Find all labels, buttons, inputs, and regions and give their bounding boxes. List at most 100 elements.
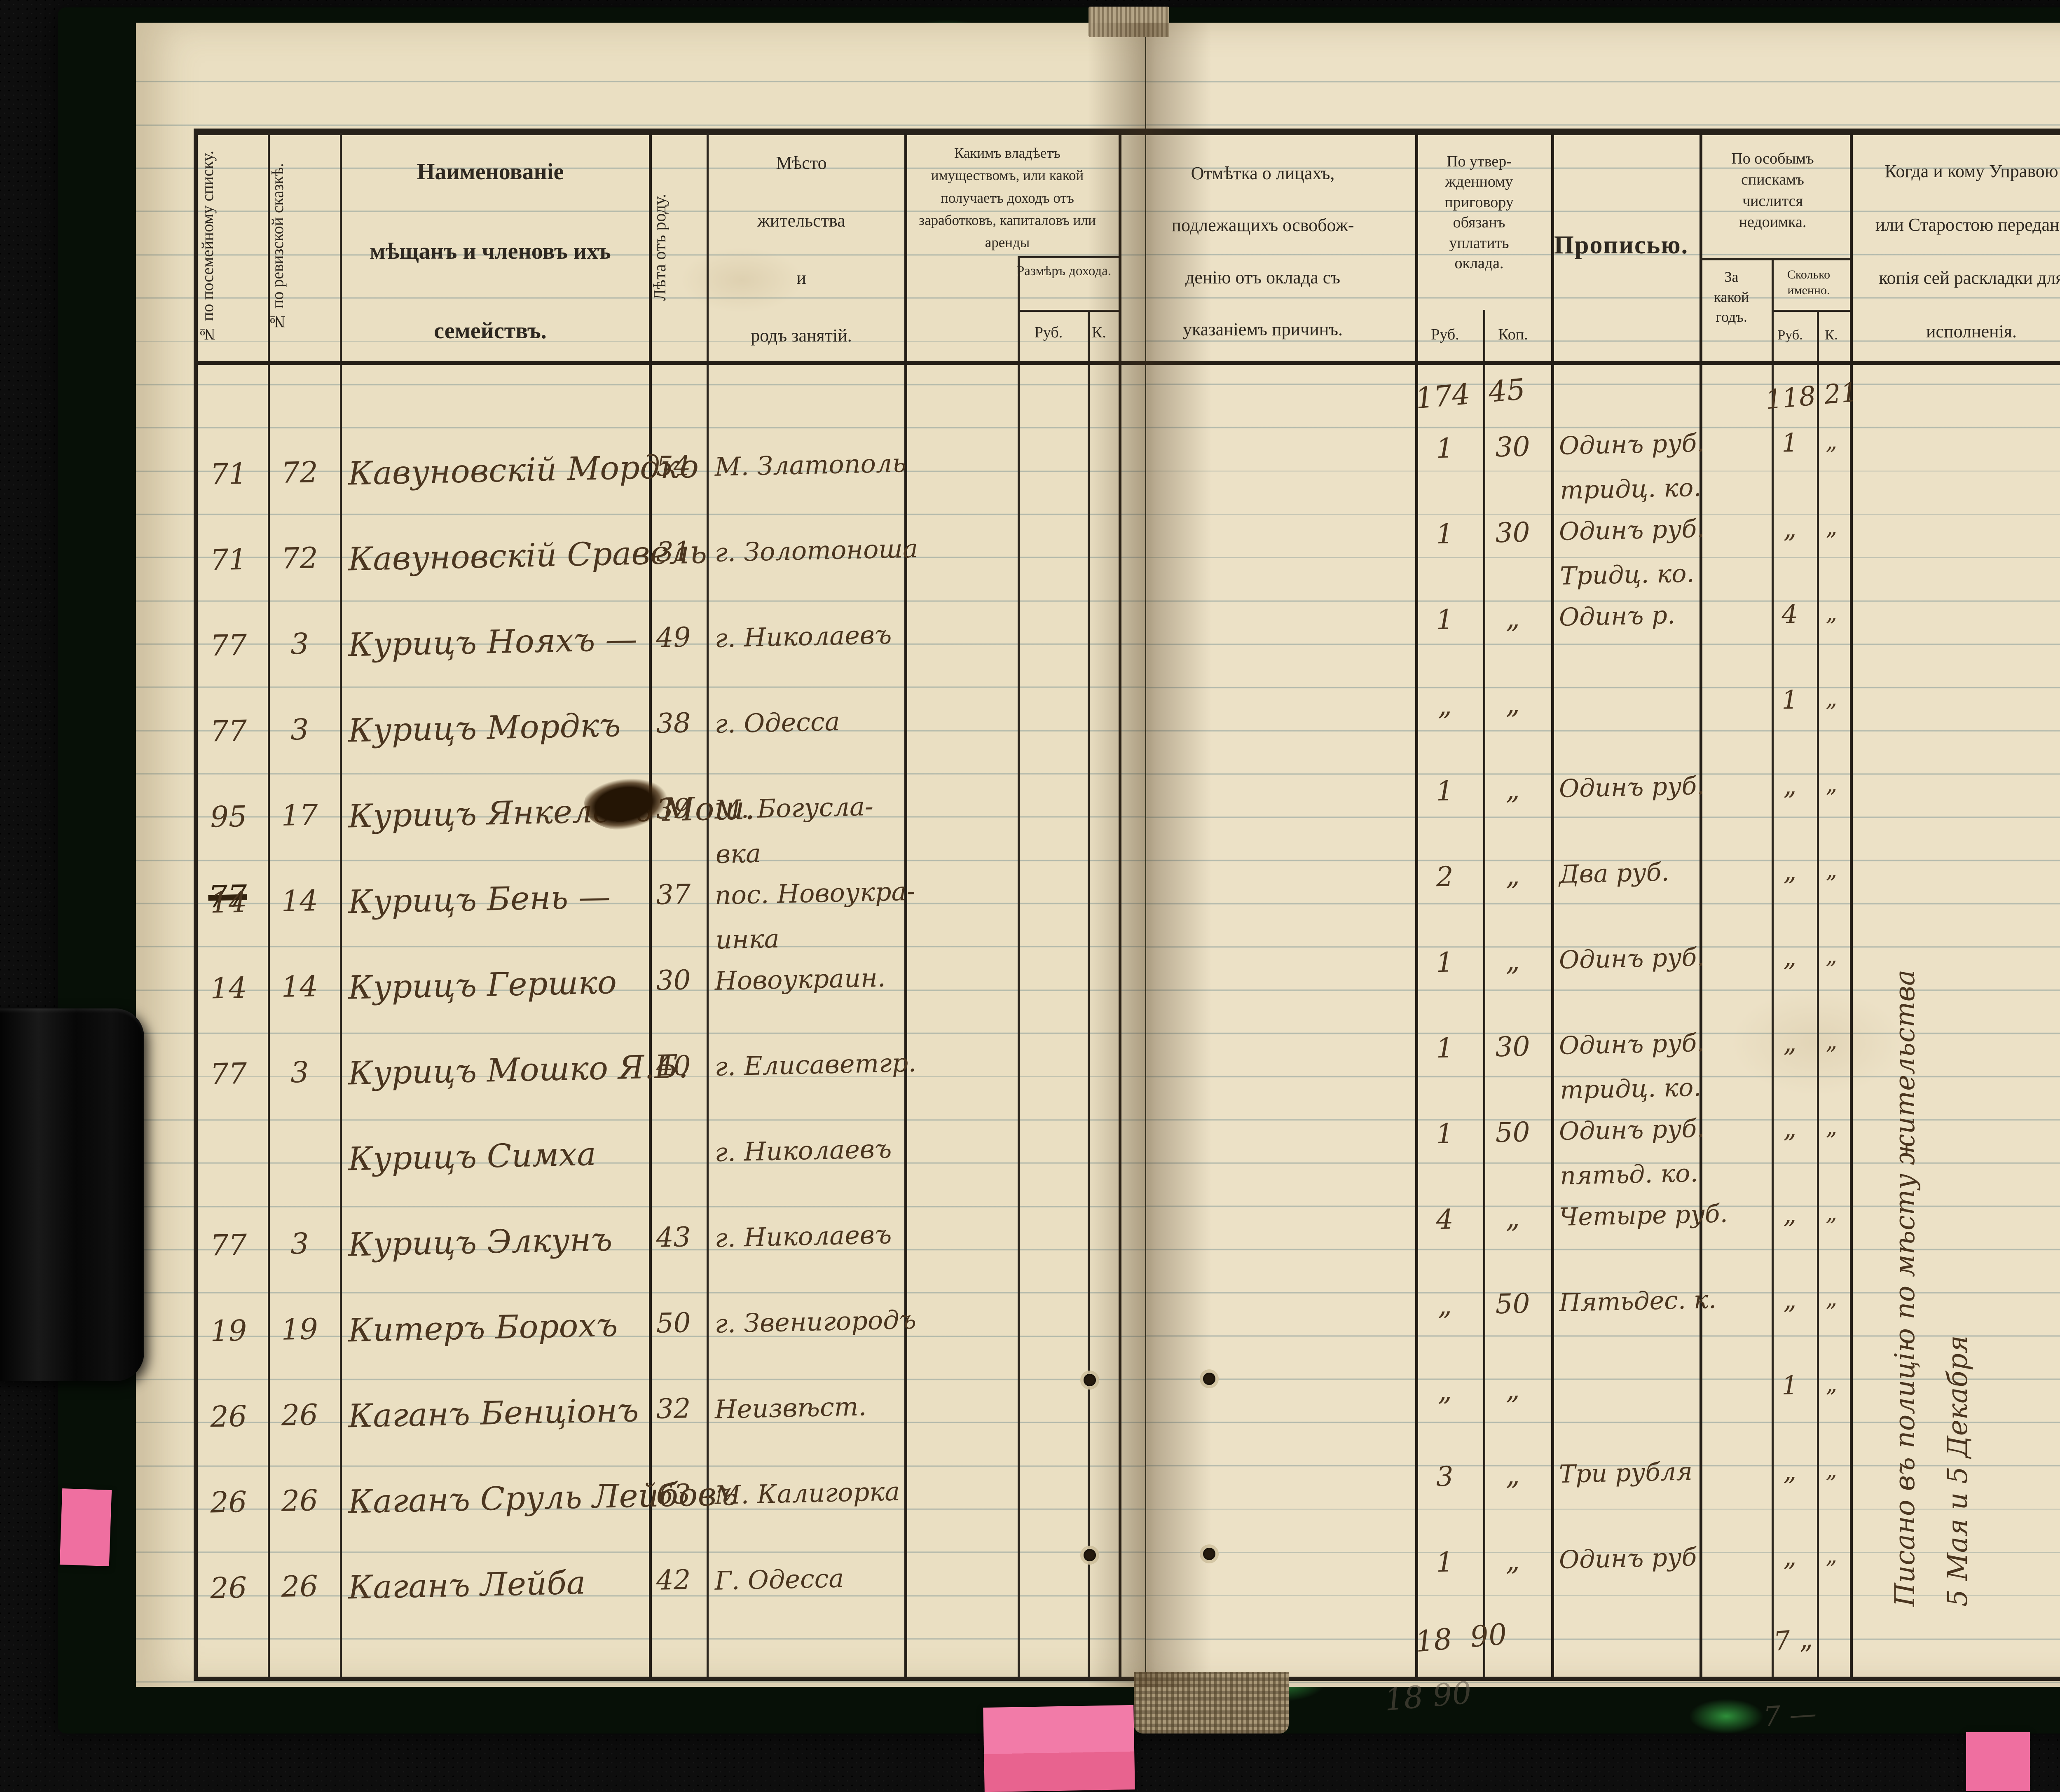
header-copy: Когда и кому Управою или Старостою перед… [1875, 161, 2060, 342]
table-rule [1772, 258, 1774, 1677]
row-amount-words-line2: пятьд. ко. [1559, 1158, 1699, 1191]
row-age: 63 [655, 1478, 691, 1511]
row-family-no: 14 [210, 971, 248, 1006]
row-family-no [193, 1142, 263, 1144]
row-revision-no: 26 [281, 1483, 318, 1518]
row-amount-words-line2: тридц. ко. [1559, 473, 1702, 505]
row-age: 43 [655, 1221, 691, 1254]
row-revision-no: 26 [281, 1569, 318, 1604]
margin-note-line1: Писано въ полицію по мѣсту жительства [1889, 969, 1921, 1607]
row-person-name: Курицъ Мошко Я.Б. [347, 1048, 689, 1093]
row-family-no: 14 [210, 885, 248, 920]
row-oklad-kop: 30 [1495, 1030, 1531, 1063]
row-family-no-struck [197, 707, 258, 708]
row-amount-words: Одинъ руб. [1559, 771, 1705, 803]
row-oklad-rub: „ [1437, 689, 1452, 722]
row-family-no-struck [197, 1564, 258, 1565]
header-arrears: По особымъ спискамъ числится недоимка. [1731, 150, 1814, 231]
margin-note-line2: 5 Мая и 5 Декабря [1942, 1335, 1973, 1607]
row-residence: г. Одесса [714, 706, 840, 739]
row-family-no-struck [197, 1050, 258, 1051]
row-person-name: Курицъ Бень — [347, 878, 611, 921]
row-family-no: 71 [210, 542, 248, 577]
row-arrears-rub: 1 [1781, 427, 1798, 458]
row-amount-words: Одинъ р. [1559, 601, 1676, 632]
table-rule [1415, 133, 1418, 1677]
row-family-no: 77 [210, 714, 248, 749]
row-residence: г. Елисаветгр. [714, 1047, 917, 1082]
row-oklad-rub: 1 [1435, 1546, 1454, 1579]
row-arrears-rub: „ [1783, 856, 1797, 887]
row-arrears-k: „ [1825, 428, 1838, 455]
row-oklad-kop: 30 [1495, 516, 1531, 549]
row-family-no-struck [197, 1135, 258, 1137]
row-revision-no: 14 [281, 884, 318, 918]
sticky-tab-left [59, 1488, 112, 1567]
row-oklad-kop: „ [1505, 859, 1520, 891]
table-rule [1551, 133, 1554, 1677]
totals-bottom-oklad: 18 90 [1414, 1617, 1508, 1659]
row-residence: М. Златополь [714, 448, 906, 482]
row-revision-no: 3 [290, 627, 309, 661]
row-residence: Г. Одесса [714, 1563, 845, 1596]
table-rule [268, 133, 270, 1677]
row-oklad-kop: „ [1505, 1544, 1520, 1577]
row-revision-no: 26 [281, 1398, 318, 1432]
row-family-no: 77 [210, 1228, 248, 1263]
row-oklad-rub: 1 [1435, 775, 1454, 807]
punch-hole [1203, 1373, 1215, 1385]
totals-forward-oklad: 174 45 [1414, 372, 1527, 416]
table-rule [1700, 133, 1702, 1677]
totals-bottom-arrears: 7 „ [1772, 1624, 1814, 1657]
row-oklad-kop: „ [1505, 1202, 1520, 1234]
row-family-no-struck [197, 1307, 258, 1308]
row-family-no: 71 [210, 456, 248, 491]
row-family-no: 26 [210, 1570, 248, 1605]
table-rule [1018, 256, 1119, 258]
row-oklad-rub: 4 [1435, 1203, 1454, 1236]
punch-hole [1084, 1549, 1096, 1561]
row-arrears-k: „ [1825, 1285, 1838, 1312]
header-bottom-rule [198, 361, 2060, 365]
row-age: 30 [655, 964, 691, 997]
row-age: 37 [655, 878, 691, 911]
row-amount-words: Одинъ руб. [1559, 1028, 1705, 1060]
row-arrears-k: „ [1825, 771, 1838, 798]
header-arrears-howmuch: Сколько именно. [1787, 268, 1831, 297]
row-amount-words: Одинъ руб. [1559, 428, 1705, 461]
ledger-table [194, 129, 2060, 1681]
margin-note: Писано въ полицію по мѣсту жительства 5 … [1879, 338, 1994, 1607]
row-family-no-struck [197, 1478, 258, 1479]
row-oklad-rub: „ [1437, 1375, 1452, 1407]
punch-hole [1084, 1374, 1096, 1386]
header-arrears-k: К. [1825, 328, 1838, 343]
row-person-name: Курицъ Элкунъ [347, 1221, 613, 1264]
row-person-name: Курицъ Симха [347, 1135, 597, 1178]
row-arrears-rub: „ [1783, 1541, 1797, 1572]
header-exempt: Отмѣтка о лицахъ, подлежащихъ освобож- д… [1171, 163, 1354, 339]
header-name: Наименованіе мѣщанъ и членовъ ихъ семейс… [370, 159, 611, 344]
row-revision-no: 72 [281, 541, 318, 575]
row-oklad-kop: „ [1505, 1459, 1520, 1491]
header-property: Какимъ владѣетъ имуществомъ, или какой п… [919, 145, 1096, 250]
row-revision-no: 19 [281, 1312, 318, 1347]
row-arrears-rub: 4 [1781, 599, 1798, 629]
row-oklad-kop: „ [1505, 945, 1520, 977]
row-residence: г. Николаевъ [714, 619, 892, 653]
row-amount-words-line2: Тридц. ко. [1559, 559, 1695, 591]
page-left [136, 23, 1145, 1687]
table-rule [1119, 133, 1121, 1677]
table-rule [1817, 310, 1819, 1677]
row-family-no: 95 [210, 799, 248, 834]
row-arrears-k: „ [1825, 514, 1838, 540]
row-family-no-struck [197, 536, 258, 537]
row-oklad-rub: 1 [1435, 604, 1454, 636]
table-rule [1018, 256, 1020, 1677]
row-revision-no: 3 [290, 712, 309, 747]
row-person-name: Каганъ Лейба [347, 1564, 586, 1607]
row-oklad-kop: „ [1505, 688, 1520, 720]
row-oklad-kop: 30 [1495, 430, 1531, 463]
header-income-rub: Руб. [1034, 324, 1063, 341]
row-amount-words: Одинъ руб. [1559, 514, 1705, 546]
